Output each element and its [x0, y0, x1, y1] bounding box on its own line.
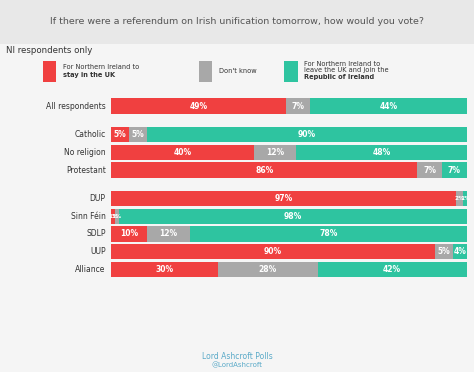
Text: 5%: 5%	[437, 247, 450, 256]
Bar	[464, 191, 467, 206]
Bar	[296, 144, 467, 160]
Text: Don't know: Don't know	[219, 68, 256, 74]
Bar	[43, 61, 56, 81]
Text: Republic of Ireland: Republic of Ireland	[304, 74, 374, 80]
Bar	[442, 163, 467, 178]
Bar	[318, 262, 467, 278]
Text: For Northern Ireland to: For Northern Ireland to	[63, 64, 139, 70]
Text: For Northern Ireland to: For Northern Ireland to	[304, 61, 381, 67]
Text: 48%: 48%	[373, 148, 391, 157]
Text: 12%: 12%	[266, 148, 284, 157]
Text: 90%: 90%	[298, 130, 316, 139]
Bar	[285, 98, 310, 114]
Bar	[111, 126, 129, 142]
Text: 98%: 98%	[283, 212, 302, 221]
Bar	[118, 209, 467, 224]
Text: 86%: 86%	[255, 166, 273, 174]
Text: NI respondents only: NI respondents only	[6, 46, 92, 55]
Text: 42%: 42%	[383, 265, 401, 274]
Bar	[190, 227, 467, 242]
Text: 2%: 2%	[455, 196, 465, 201]
Text: 1%: 1%	[108, 214, 118, 219]
Bar	[456, 191, 464, 206]
Text: DUP: DUP	[90, 194, 106, 203]
Bar	[254, 144, 296, 160]
Text: @LordAshcroft: @LordAshcroft	[211, 361, 263, 368]
Bar	[115, 209, 118, 224]
Text: 5%: 5%	[132, 130, 145, 139]
Text: No religion: No religion	[64, 148, 106, 157]
Text: 30%: 30%	[155, 265, 174, 274]
Text: 97%: 97%	[274, 194, 293, 203]
Text: 4%: 4%	[453, 247, 466, 256]
Text: 7%: 7%	[423, 166, 436, 174]
Text: Catholic: Catholic	[74, 130, 106, 139]
Text: 12%: 12%	[159, 230, 177, 238]
Bar	[129, 126, 147, 142]
Bar	[111, 227, 147, 242]
Bar	[111, 98, 285, 114]
Text: If there were a referendum on Irish unification tomorrow, how would you vote?: If there were a referendum on Irish unif…	[50, 17, 424, 26]
Text: Sinn Féin: Sinn Féin	[71, 212, 106, 221]
Text: 40%: 40%	[173, 148, 191, 157]
Text: 28%: 28%	[259, 265, 277, 274]
Text: stay in the UK: stay in the UK	[63, 72, 115, 78]
Bar	[111, 244, 435, 260]
Text: UUP: UUP	[90, 247, 106, 256]
Bar	[417, 163, 442, 178]
Text: 78%: 78%	[319, 230, 337, 238]
Bar	[453, 244, 467, 260]
Text: 7%: 7%	[448, 166, 461, 174]
Bar	[111, 163, 417, 178]
Bar	[147, 227, 190, 242]
Text: 1%: 1%	[460, 196, 470, 201]
Bar	[111, 209, 115, 224]
Text: Lord Ashcroft Polls: Lord Ashcroft Polls	[201, 352, 273, 360]
Text: 10%: 10%	[120, 230, 138, 238]
Bar	[0, 0, 474, 44]
Text: 1%: 1%	[112, 214, 122, 219]
Bar	[310, 98, 467, 114]
Bar	[111, 144, 254, 160]
Text: 49%: 49%	[190, 102, 208, 110]
Bar	[147, 126, 467, 142]
Bar	[111, 262, 218, 278]
Bar	[111, 191, 456, 206]
Text: 5%: 5%	[114, 130, 127, 139]
Text: leave the UK and join the: leave the UK and join the	[304, 67, 389, 73]
Bar	[284, 61, 298, 81]
Text: All respondents: All respondents	[46, 102, 106, 110]
Text: 90%: 90%	[264, 247, 282, 256]
Text: Protestant: Protestant	[66, 166, 106, 174]
Text: SDLP: SDLP	[86, 230, 106, 238]
Text: 7%: 7%	[292, 102, 304, 110]
Text: 44%: 44%	[380, 102, 398, 110]
Bar	[435, 244, 453, 260]
Text: Alliance: Alliance	[75, 265, 106, 274]
Bar	[218, 262, 318, 278]
Bar	[199, 61, 212, 81]
